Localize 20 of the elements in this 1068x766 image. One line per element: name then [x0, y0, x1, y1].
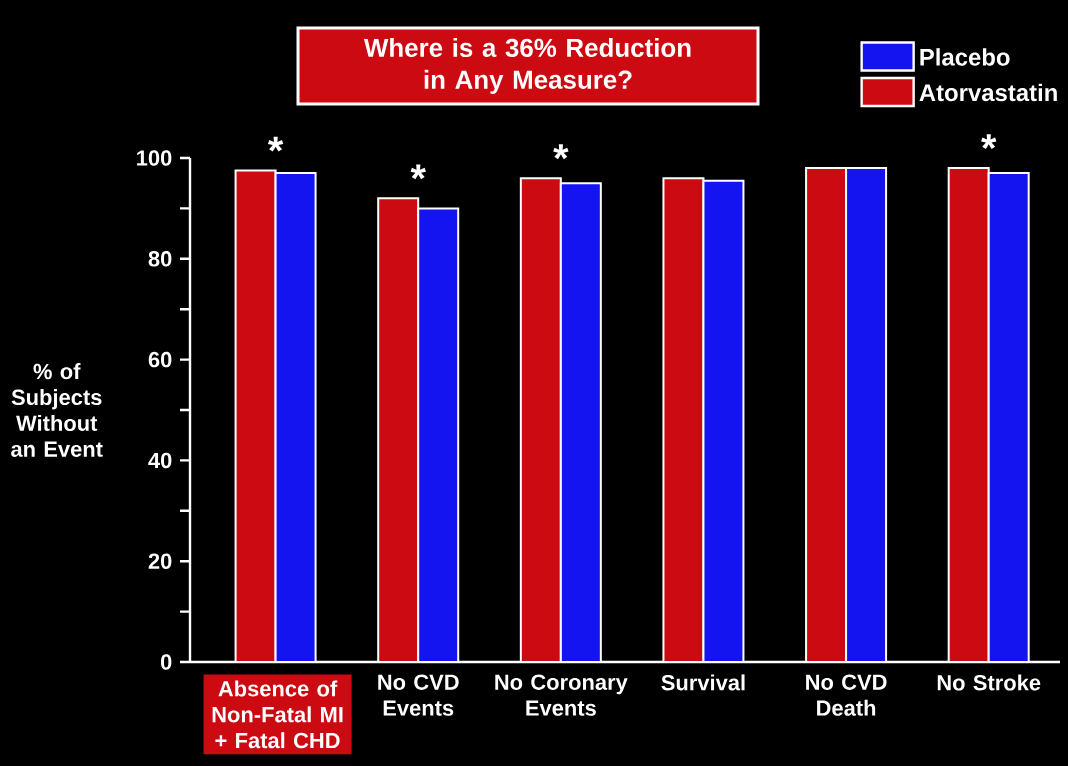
chart-title: Where is a 36% Reduction in Any Measure?	[363, 37, 691, 95]
y-axis-title: % of Subjects Without an Event	[11, 363, 103, 457]
annotation: *	[981, 134, 997, 150]
x-tick-label: No Stroke	[937, 674, 1041, 691]
y-tick-label: 80	[148, 251, 172, 267]
y-tick-label: 60	[148, 351, 172, 368]
y-tick-label: 40	[148, 452, 172, 469]
x-tick-label: Absence of Non-Fatal MI + Fatal CHD	[212, 680, 343, 749]
x-tick-label: No Coronary Events	[495, 674, 628, 716]
annotation: *	[410, 164, 426, 180]
legend-label: Atorvastatin	[919, 83, 1057, 102]
x-tick-label: No CVD Death	[806, 674, 887, 716]
y-tick-label: 0	[160, 654, 172, 670]
y-tick-label: 100	[137, 150, 172, 166]
x-tick-label: Survival	[661, 674, 745, 691]
y-tick-label: 20	[148, 553, 172, 569]
annotation: *	[267, 136, 284, 152]
x-tick-label: No CVD Events	[378, 674, 459, 716]
annotation: *	[553, 144, 569, 160]
legend-label: Placebo	[920, 48, 1010, 66]
